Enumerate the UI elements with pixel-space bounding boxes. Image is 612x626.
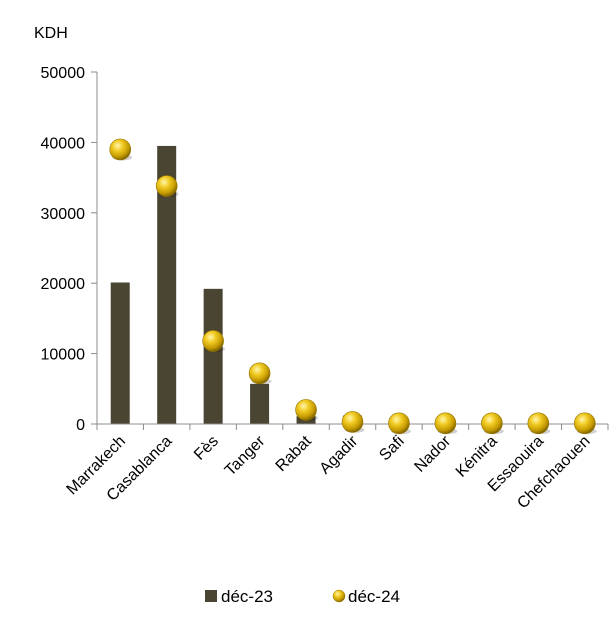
x-tick-label: Nador — [411, 432, 454, 475]
x-tick-label: Safi — [376, 433, 408, 465]
x-tick-label: Tanger — [222, 432, 269, 479]
marker-dec-24 — [527, 412, 551, 435]
y-tick-label: 30000 — [41, 206, 86, 223]
y-axis: 0 10000 20000 30000 40000 50000 — [41, 65, 98, 434]
marker-dec-24 — [295, 399, 319, 421]
y-tick-label: 10000 — [41, 347, 86, 364]
x-tick-label: Agadir — [317, 432, 362, 477]
marker-dec-24 — [573, 412, 597, 435]
marker-dec-24 — [109, 138, 133, 161]
marker-dec-24 — [155, 175, 179, 198]
y-tick-label: 0 — [76, 417, 85, 434]
legend-swatch-bar — [205, 590, 217, 602]
legend: déc-23 déc-24 — [205, 587, 400, 606]
marker-dec-24 — [481, 412, 504, 435]
x-tick-label: Rabat — [273, 432, 316, 475]
marker-dec-24 — [388, 412, 411, 435]
y-tick-label: 50000 — [41, 65, 86, 82]
bar-dec-23 — [157, 145, 177, 425]
markers-series-dec-24 — [109, 138, 597, 435]
y-axis-unit-label: KDH — [34, 25, 68, 42]
x-tick-label: Fès — [191, 433, 222, 464]
y-tick-label: 40000 — [41, 135, 86, 152]
marker-dec-24 — [248, 362, 272, 385]
legend-item-dec-23: déc-23 — [205, 587, 273, 606]
marker-dec-24 — [341, 411, 365, 433]
bar-dec-23 — [250, 383, 270, 424]
marker-dec-24 — [202, 330, 226, 352]
legend-item-dec-24: déc-24 — [332, 587, 400, 606]
legend-label: déc-24 — [348, 587, 400, 606]
bar-dec-23 — [203, 288, 223, 424]
legend-label: déc-23 — [221, 587, 273, 606]
bar-dec-23 — [110, 282, 130, 424]
legend-swatch-marker — [332, 589, 346, 603]
marker-dec-24 — [434, 412, 458, 435]
bars-series-dec-23 — [110, 145, 362, 425]
y-tick-label: 20000 — [41, 276, 86, 293]
